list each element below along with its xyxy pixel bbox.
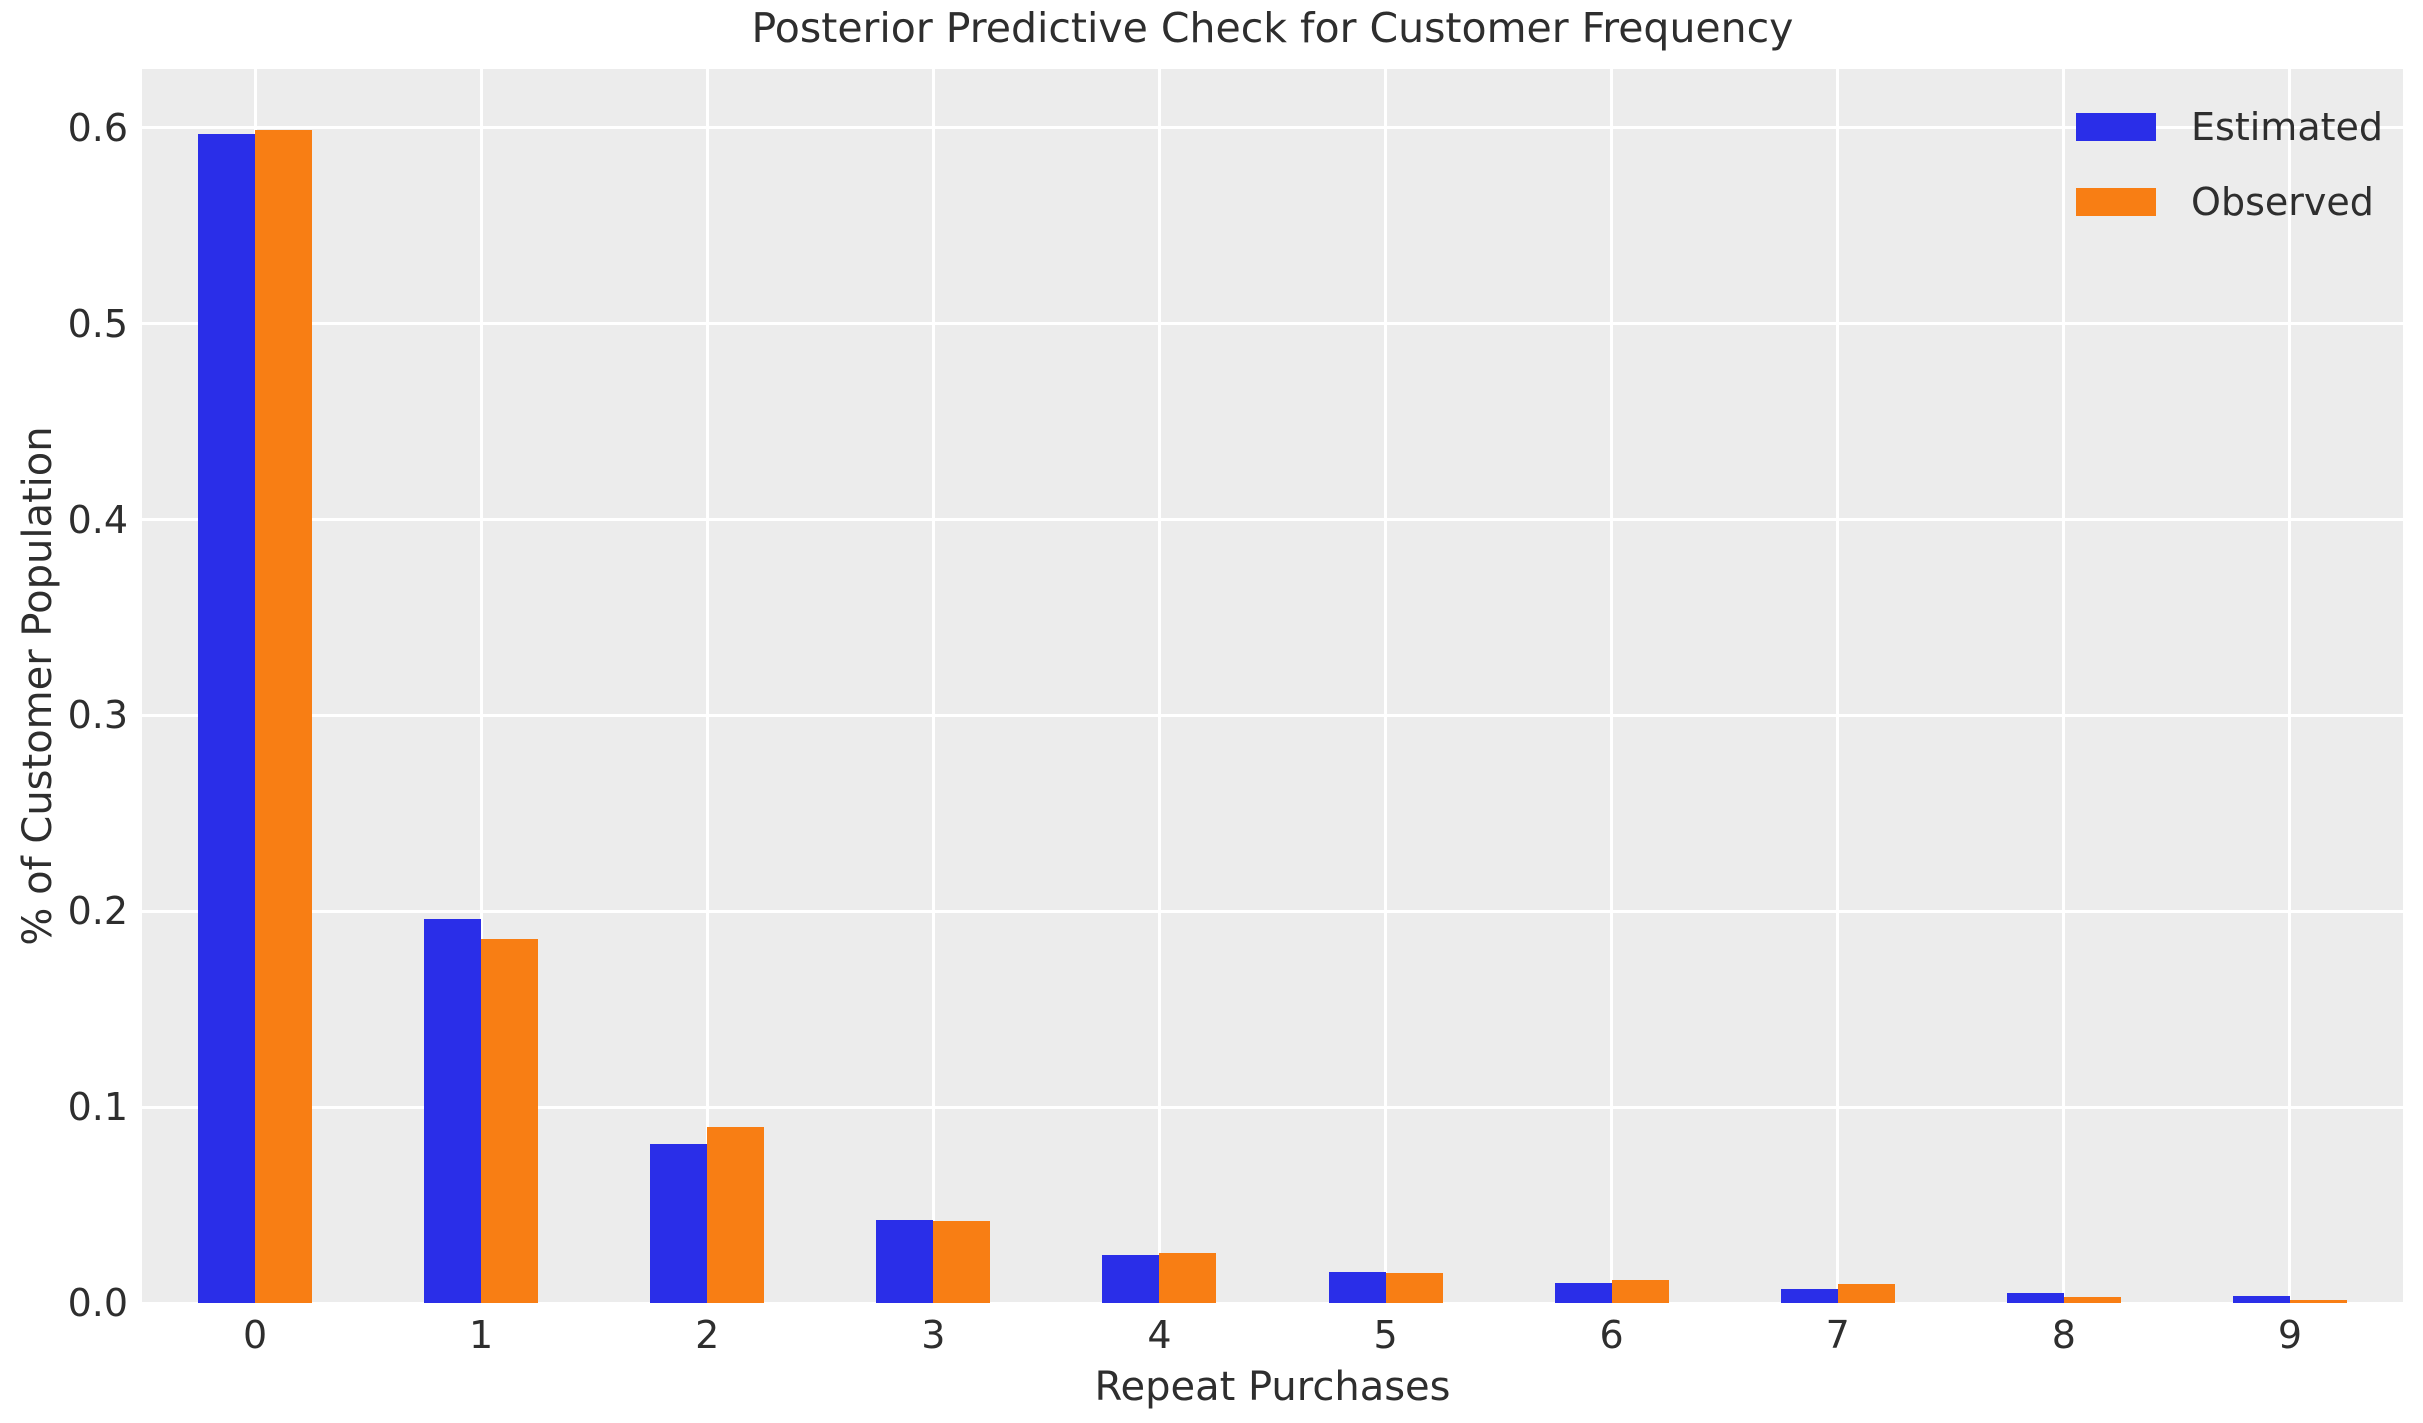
legend-swatch-estimated <box>2076 113 2157 141</box>
bar-estimated <box>2232 1295 2290 1303</box>
chart-title: Posterior Predictive Check for Customer … <box>751 4 1794 52</box>
bar-observed <box>933 1221 991 1303</box>
x-gridline <box>2288 69 2292 1303</box>
bar-observed <box>255 129 313 1303</box>
x-tick-label: 0 <box>242 1313 268 1357</box>
legend-label-estimated: Estimated <box>2191 105 2383 149</box>
bar-observed <box>707 1126 765 1303</box>
x-gridline <box>479 69 483 1303</box>
legend-row-observed: Observed <box>2076 180 2383 224</box>
bar-estimated <box>1554 1283 1612 1303</box>
y-axis-label: % of Customer Population <box>15 426 61 946</box>
x-gridline <box>705 69 709 1303</box>
x-gridline <box>1836 69 1840 1303</box>
plot-area: Estimated Observed <box>142 69 2403 1305</box>
bar-observed <box>1385 1273 1443 1303</box>
bar-estimated <box>1102 1255 1160 1303</box>
y-tick-label: 0.2 <box>67 889 128 934</box>
y-tick-label: 0.5 <box>67 301 128 346</box>
y-gridline <box>142 322 2403 326</box>
bar-observed <box>2289 1300 2347 1303</box>
x-gridline <box>1610 69 1614 1303</box>
y-gridline <box>142 126 2403 130</box>
x-gridline <box>2062 69 2066 1303</box>
y-tick-label: 0.4 <box>67 497 128 542</box>
x-tick-label: 3 <box>921 1313 946 1357</box>
y-tick-label: 0.0 <box>67 1281 128 1325</box>
y-gridline <box>142 909 2403 913</box>
bar-observed <box>1611 1280 1669 1303</box>
x-gridline <box>931 69 935 1303</box>
x-gridline <box>1157 69 1161 1303</box>
x-tick-label: 5 <box>1373 1313 1398 1357</box>
bar-estimated <box>424 919 482 1303</box>
x-tick-label: 4 <box>1147 1313 1172 1357</box>
legend-swatch-observed <box>2076 188 2157 216</box>
y-gridline <box>142 713 2403 717</box>
bar-estimated <box>650 1144 708 1303</box>
x-tick-label: 2 <box>695 1313 720 1357</box>
x-axis-label: Repeat Purchases <box>1094 1364 1451 1410</box>
legend-row-estimated: Estimated <box>2076 105 2383 149</box>
y-tick-label: 0.3 <box>67 693 128 738</box>
x-gridline <box>1384 69 1388 1303</box>
y-tick-label: 0.1 <box>67 1085 128 1130</box>
x-tick-label: 6 <box>1599 1313 1624 1357</box>
x-tick-label: 7 <box>1825 1313 1850 1357</box>
bar-observed <box>1159 1253 1217 1303</box>
x-tick-label: 8 <box>2051 1313 2076 1357</box>
bar-observed <box>2063 1296 2121 1303</box>
y-gridline <box>142 518 2403 521</box>
y-tick-label: 0.6 <box>67 105 128 150</box>
bar-estimated <box>1328 1272 1386 1303</box>
legend: Estimated Observed <box>2076 105 2383 255</box>
x-tick-label: 9 <box>2277 1313 2303 1357</box>
x-tick-label: 1 <box>469 1313 494 1357</box>
bar-estimated <box>198 133 256 1303</box>
legend-label-observed: Observed <box>2191 180 2374 224</box>
bar-estimated <box>1780 1289 1838 1303</box>
bar-estimated <box>2006 1293 2064 1303</box>
bar-observed <box>1837 1284 1895 1303</box>
bar-observed <box>481 938 539 1303</box>
bar-estimated <box>876 1220 934 1303</box>
y-gridline <box>142 1105 2403 1109</box>
y-gridline <box>142 1301 2403 1305</box>
